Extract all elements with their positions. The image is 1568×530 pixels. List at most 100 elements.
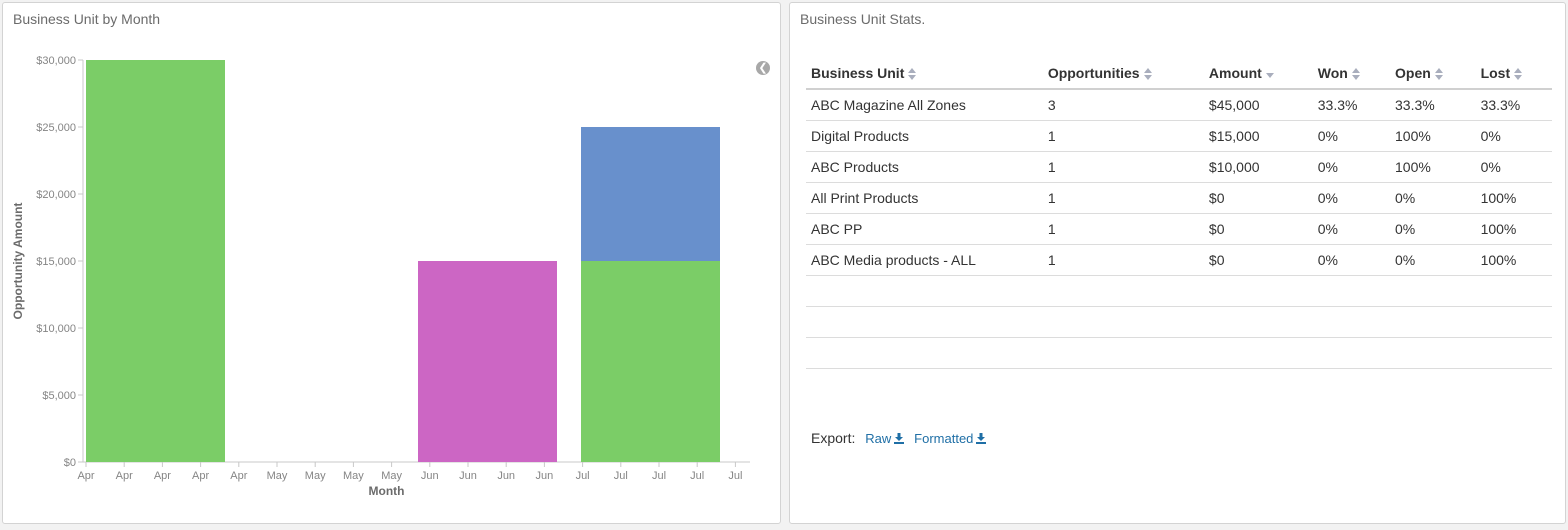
table-cell: 0% bbox=[1390, 213, 1476, 245]
sort-icon bbox=[1143, 68, 1153, 81]
column-header[interactable]: Business Unit bbox=[806, 58, 1043, 90]
table-cell: 1 bbox=[1042, 120, 1204, 152]
y-tick-label: $10,000 bbox=[36, 323, 76, 335]
table-cell bbox=[1203, 306, 1313, 338]
table-cell: 100% bbox=[1390, 120, 1476, 152]
table-cell bbox=[1042, 275, 1204, 307]
export-formatted-label: Formatted bbox=[914, 431, 974, 446]
x-tick-label: Jul bbox=[576, 470, 590, 482]
table-cell bbox=[1390, 306, 1476, 338]
table-cell: 0% bbox=[1312, 120, 1391, 152]
table-cell: 0% bbox=[1390, 244, 1476, 276]
table-cell: All Print Products bbox=[806, 182, 1043, 214]
bar bbox=[581, 127, 720, 261]
table-cell: 0% bbox=[1475, 120, 1552, 152]
export-raw-link[interactable]: Raw bbox=[865, 431, 905, 446]
export-formatted-link[interactable]: Formatted bbox=[914, 431, 987, 446]
y-axis-title: Opportunity Amount bbox=[11, 203, 25, 320]
table-row: Digital Products 1 $15,000 0% 100% 0% bbox=[806, 120, 1552, 152]
column-header[interactable]: Amount bbox=[1203, 58, 1313, 90]
table-cell: 1 bbox=[1042, 244, 1204, 276]
table-row bbox=[806, 275, 1552, 307]
x-tick-label: May bbox=[305, 470, 326, 482]
x-tick-label: Apr bbox=[77, 470, 94, 482]
table-cell: ABC Media products - ALL bbox=[806, 244, 1043, 276]
column-header[interactable]: Lost bbox=[1475, 58, 1552, 90]
x-tick-label: May bbox=[267, 470, 288, 482]
table-cell: 0% bbox=[1475, 151, 1552, 183]
table-cell: $45,000 bbox=[1203, 89, 1313, 121]
table-cell: ABC Products bbox=[806, 151, 1043, 183]
table-row: ABC PP 1 $0 0% 0% 100% bbox=[806, 213, 1552, 245]
table-cell: 33.3% bbox=[1390, 89, 1476, 121]
table-row bbox=[806, 306, 1552, 338]
table-cell: ABC Magazine All Zones bbox=[806, 89, 1043, 121]
table-cell bbox=[1042, 337, 1204, 369]
column-header[interactable]: Open bbox=[1390, 58, 1476, 90]
y-tick-label: $25,000 bbox=[36, 122, 76, 134]
table-cell bbox=[1390, 275, 1476, 307]
table-cell: 3 bbox=[1042, 89, 1204, 121]
table-cell: 100% bbox=[1475, 213, 1552, 245]
table-cell: $0 bbox=[1203, 182, 1313, 214]
table-cell bbox=[1312, 275, 1391, 307]
bar bbox=[581, 261, 720, 462]
table-cell bbox=[806, 337, 1043, 369]
download-icon bbox=[894, 433, 905, 444]
table-cell: 0% bbox=[1312, 182, 1391, 214]
x-tick-label: Jul bbox=[690, 470, 704, 482]
table-cell bbox=[1475, 275, 1552, 307]
table-cell: 0% bbox=[1312, 244, 1391, 276]
table-cell bbox=[806, 275, 1043, 307]
table-cell bbox=[1203, 337, 1313, 369]
column-header-label: Business Unit bbox=[811, 65, 905, 81]
x-tick-label: Jun bbox=[459, 470, 477, 482]
table-cell: 33.3% bbox=[1475, 89, 1552, 121]
x-tick-label: Apr bbox=[192, 470, 209, 482]
stats-panel-title: Business Unit Stats. bbox=[800, 11, 926, 27]
table-cell: 1 bbox=[1042, 182, 1204, 214]
x-axis-title: Month bbox=[369, 484, 405, 498]
table-cell bbox=[806, 306, 1043, 338]
sort-icon bbox=[1434, 68, 1444, 81]
chart-panel-title: Business Unit by Month bbox=[13, 11, 161, 27]
column-header[interactable]: Opportunities bbox=[1042, 58, 1204, 90]
table-cell bbox=[1203, 275, 1313, 307]
column-header[interactable]: Won bbox=[1312, 58, 1391, 90]
table-cell bbox=[1042, 306, 1204, 338]
table-cell: $0 bbox=[1203, 213, 1313, 245]
download-icon bbox=[976, 433, 987, 444]
y-tick-label: $0 bbox=[64, 457, 76, 469]
bar bbox=[418, 261, 557, 462]
x-tick-label: Jun bbox=[497, 470, 515, 482]
x-tick-label: Apr bbox=[116, 470, 133, 482]
table-cell: $10,000 bbox=[1203, 151, 1313, 183]
table-row: ABC Products 1 $10,000 0% 100% 0% bbox=[806, 151, 1552, 183]
export-label: Export: bbox=[811, 430, 856, 446]
x-tick-label: Jun bbox=[536, 470, 554, 482]
table-row: All Print Products 1 $0 0% 0% 100% bbox=[806, 182, 1552, 214]
table-row: ABC Magazine All Zones 3 $45,000 33.3% 33.3%… bbox=[806, 89, 1552, 121]
x-tick-label: Apr bbox=[154, 470, 171, 482]
table-cell: $15,000 bbox=[1203, 120, 1313, 152]
x-tick-label: Jun bbox=[421, 470, 439, 482]
chevron-left-circle-icon[interactable]: ❮ bbox=[756, 61, 770, 75]
x-tick-label: Jul bbox=[728, 470, 742, 482]
table-cell bbox=[1390, 337, 1476, 369]
table-cell bbox=[1475, 337, 1552, 369]
y-tick-label: $5,000 bbox=[42, 390, 76, 402]
y-tick-label: $15,000 bbox=[36, 256, 76, 268]
x-tick-label: Jul bbox=[614, 470, 628, 482]
stats-table: Business Unit Opportunities Amount Won Open L… bbox=[806, 58, 1552, 369]
y-tick-label: $20,000 bbox=[36, 189, 76, 201]
y-tick-label: $30,000 bbox=[36, 55, 76, 67]
table-cell: 0% bbox=[1312, 151, 1391, 183]
table-cell: Digital Products bbox=[806, 120, 1043, 152]
export-bar: Export: Raw Formatted bbox=[811, 430, 987, 446]
table-cell: 1 bbox=[1042, 213, 1204, 245]
table-cell bbox=[1475, 306, 1552, 338]
table-cell: 100% bbox=[1475, 182, 1552, 214]
table-cell: 0% bbox=[1312, 213, 1391, 245]
table-cell: 0% bbox=[1390, 182, 1476, 214]
table-cell: ABC PP bbox=[806, 213, 1043, 245]
